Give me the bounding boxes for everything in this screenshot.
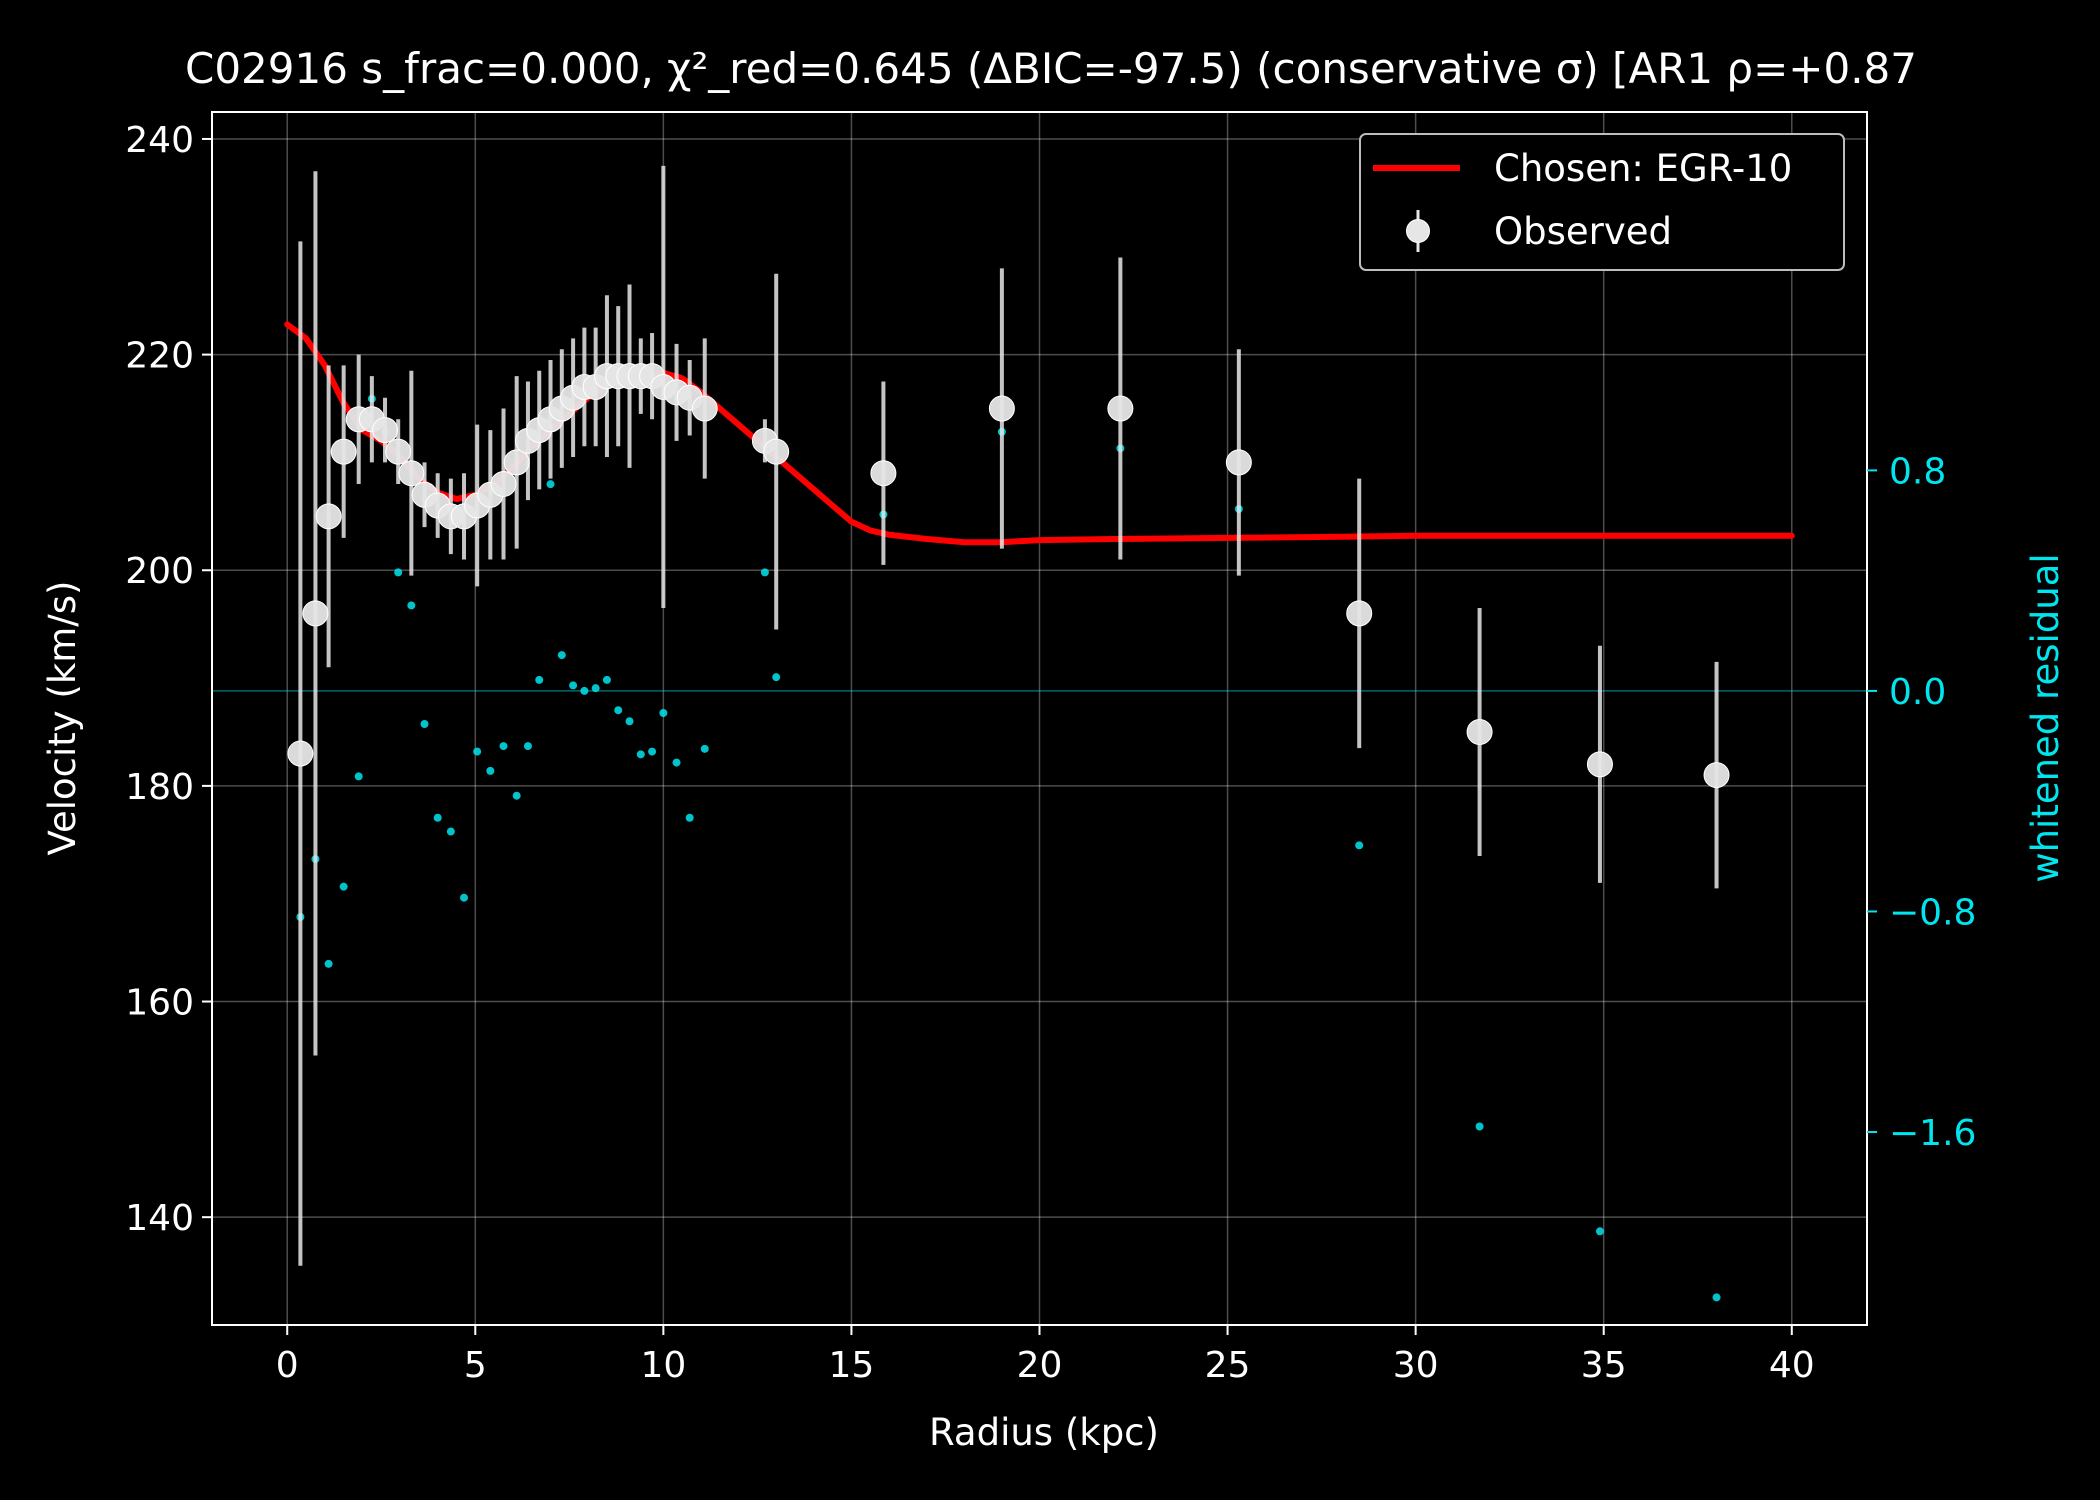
- residual-point: [760, 568, 769, 577]
- residual-point: [602, 675, 611, 684]
- observed-point: [302, 600, 329, 627]
- observed-point: [398, 460, 425, 487]
- residual-point: [460, 893, 469, 902]
- y2-tick-label: 0.8: [1889, 451, 1946, 492]
- observed-point: [490, 470, 517, 497]
- x-tick-label: 15: [829, 1345, 875, 1386]
- residual-point: [772, 673, 781, 682]
- residual-point: [354, 772, 363, 781]
- residual-point: [1355, 841, 1364, 850]
- observed-point: [503, 449, 530, 476]
- y-axis-label: Velocity (km/s): [41, 581, 84, 856]
- observed-point: [763, 438, 790, 465]
- observed-point: [315, 503, 342, 530]
- residual-point: [1475, 1122, 1484, 1131]
- observed-point: [870, 460, 897, 487]
- y2-axis-ticks: 0.8 0.0 −0.8 −1.6: [1867, 451, 1976, 1154]
- x-tick-label: 10: [640, 1345, 686, 1386]
- observed-point: [1466, 718, 1493, 745]
- residual-point: [523, 742, 532, 751]
- x-tick-label: 35: [1581, 1345, 1627, 1386]
- legend-observed-label: Observed: [1494, 210, 1672, 253]
- observed-point: [1586, 751, 1613, 778]
- residual-point: [569, 681, 578, 690]
- observed-point: [287, 740, 314, 767]
- y2-tick-label: −0.8: [1889, 892, 1976, 933]
- residual-point: [407, 601, 416, 610]
- y-tick-label: 240: [125, 120, 194, 161]
- residual-point: [486, 766, 495, 775]
- y-tick-label: 220: [125, 336, 194, 377]
- observed-point: [1225, 449, 1252, 476]
- x-tick-label: 25: [1205, 1345, 1251, 1386]
- observed-point: [988, 395, 1015, 422]
- residual-point: [685, 813, 694, 822]
- legend-box: [1359, 133, 1845, 271]
- x-axis-ticks: 0 5 10 15 20 25 30 35 40: [276, 1325, 1815, 1386]
- residual-point: [1712, 1293, 1721, 1302]
- residual-point: [535, 675, 544, 684]
- residual-point: [614, 706, 623, 715]
- observed-point: [372, 417, 399, 444]
- y-tick-label: 180: [125, 767, 194, 808]
- y-axis-ticks: 140 160 180 200 220 240: [125, 120, 212, 1239]
- legend: Chosen: EGR-10 Observed: [1359, 133, 1845, 271]
- observed-point: [1703, 762, 1730, 789]
- residual-point: [591, 684, 600, 693]
- residual-point: [394, 568, 403, 577]
- x-tick-label: 40: [1769, 1345, 1815, 1386]
- residual-point: [446, 827, 455, 836]
- legend-observed-marker: [1406, 219, 1430, 243]
- residual-point: [636, 750, 645, 759]
- x-axis-label: Radius (kpc): [929, 1411, 1159, 1454]
- x-tick-label: 30: [1393, 1345, 1439, 1386]
- y2-axis-label: whitened residual: [2024, 553, 2067, 882]
- legend-model-label: Chosen: EGR-10: [1494, 147, 1792, 190]
- residual-point: [324, 959, 333, 968]
- observed-point: [330, 438, 357, 465]
- observed-point: [691, 395, 718, 422]
- observed-point: [1107, 395, 1134, 422]
- residual-point: [473, 747, 482, 756]
- residual-point: [659, 708, 668, 717]
- y-tick-label: 200: [125, 551, 194, 592]
- residual-point: [557, 651, 566, 660]
- chart-title: C02916 s_frac=0.000, χ²_red=0.645 (ΔBIC=…: [185, 44, 1917, 93]
- residual-point: [648, 747, 657, 756]
- residual-point: [672, 758, 681, 767]
- y2-tick-label: −1.6: [1889, 1113, 1976, 1154]
- observed-point: [385, 438, 412, 465]
- x-tick-label: 0: [276, 1345, 299, 1386]
- residual-point: [499, 742, 508, 751]
- residual-point: [625, 717, 634, 726]
- residual-point: [546, 480, 555, 489]
- y-tick-label: 160: [125, 983, 194, 1024]
- residual-point: [339, 882, 348, 891]
- residual-point: [700, 744, 709, 753]
- residual-point: [433, 813, 442, 822]
- y-tick-label: 140: [125, 1198, 194, 1239]
- y2-tick-label: 0.0: [1889, 672, 1946, 713]
- residual-point: [580, 686, 589, 695]
- residual-point: [1595, 1227, 1604, 1236]
- residual-point: [512, 791, 521, 800]
- observed-point: [1346, 600, 1373, 627]
- x-tick-label: 20: [1017, 1345, 1063, 1386]
- observed-points: [287, 165, 1730, 1266]
- x-tick-label: 5: [464, 1345, 487, 1386]
- residual-point: [420, 720, 429, 729]
